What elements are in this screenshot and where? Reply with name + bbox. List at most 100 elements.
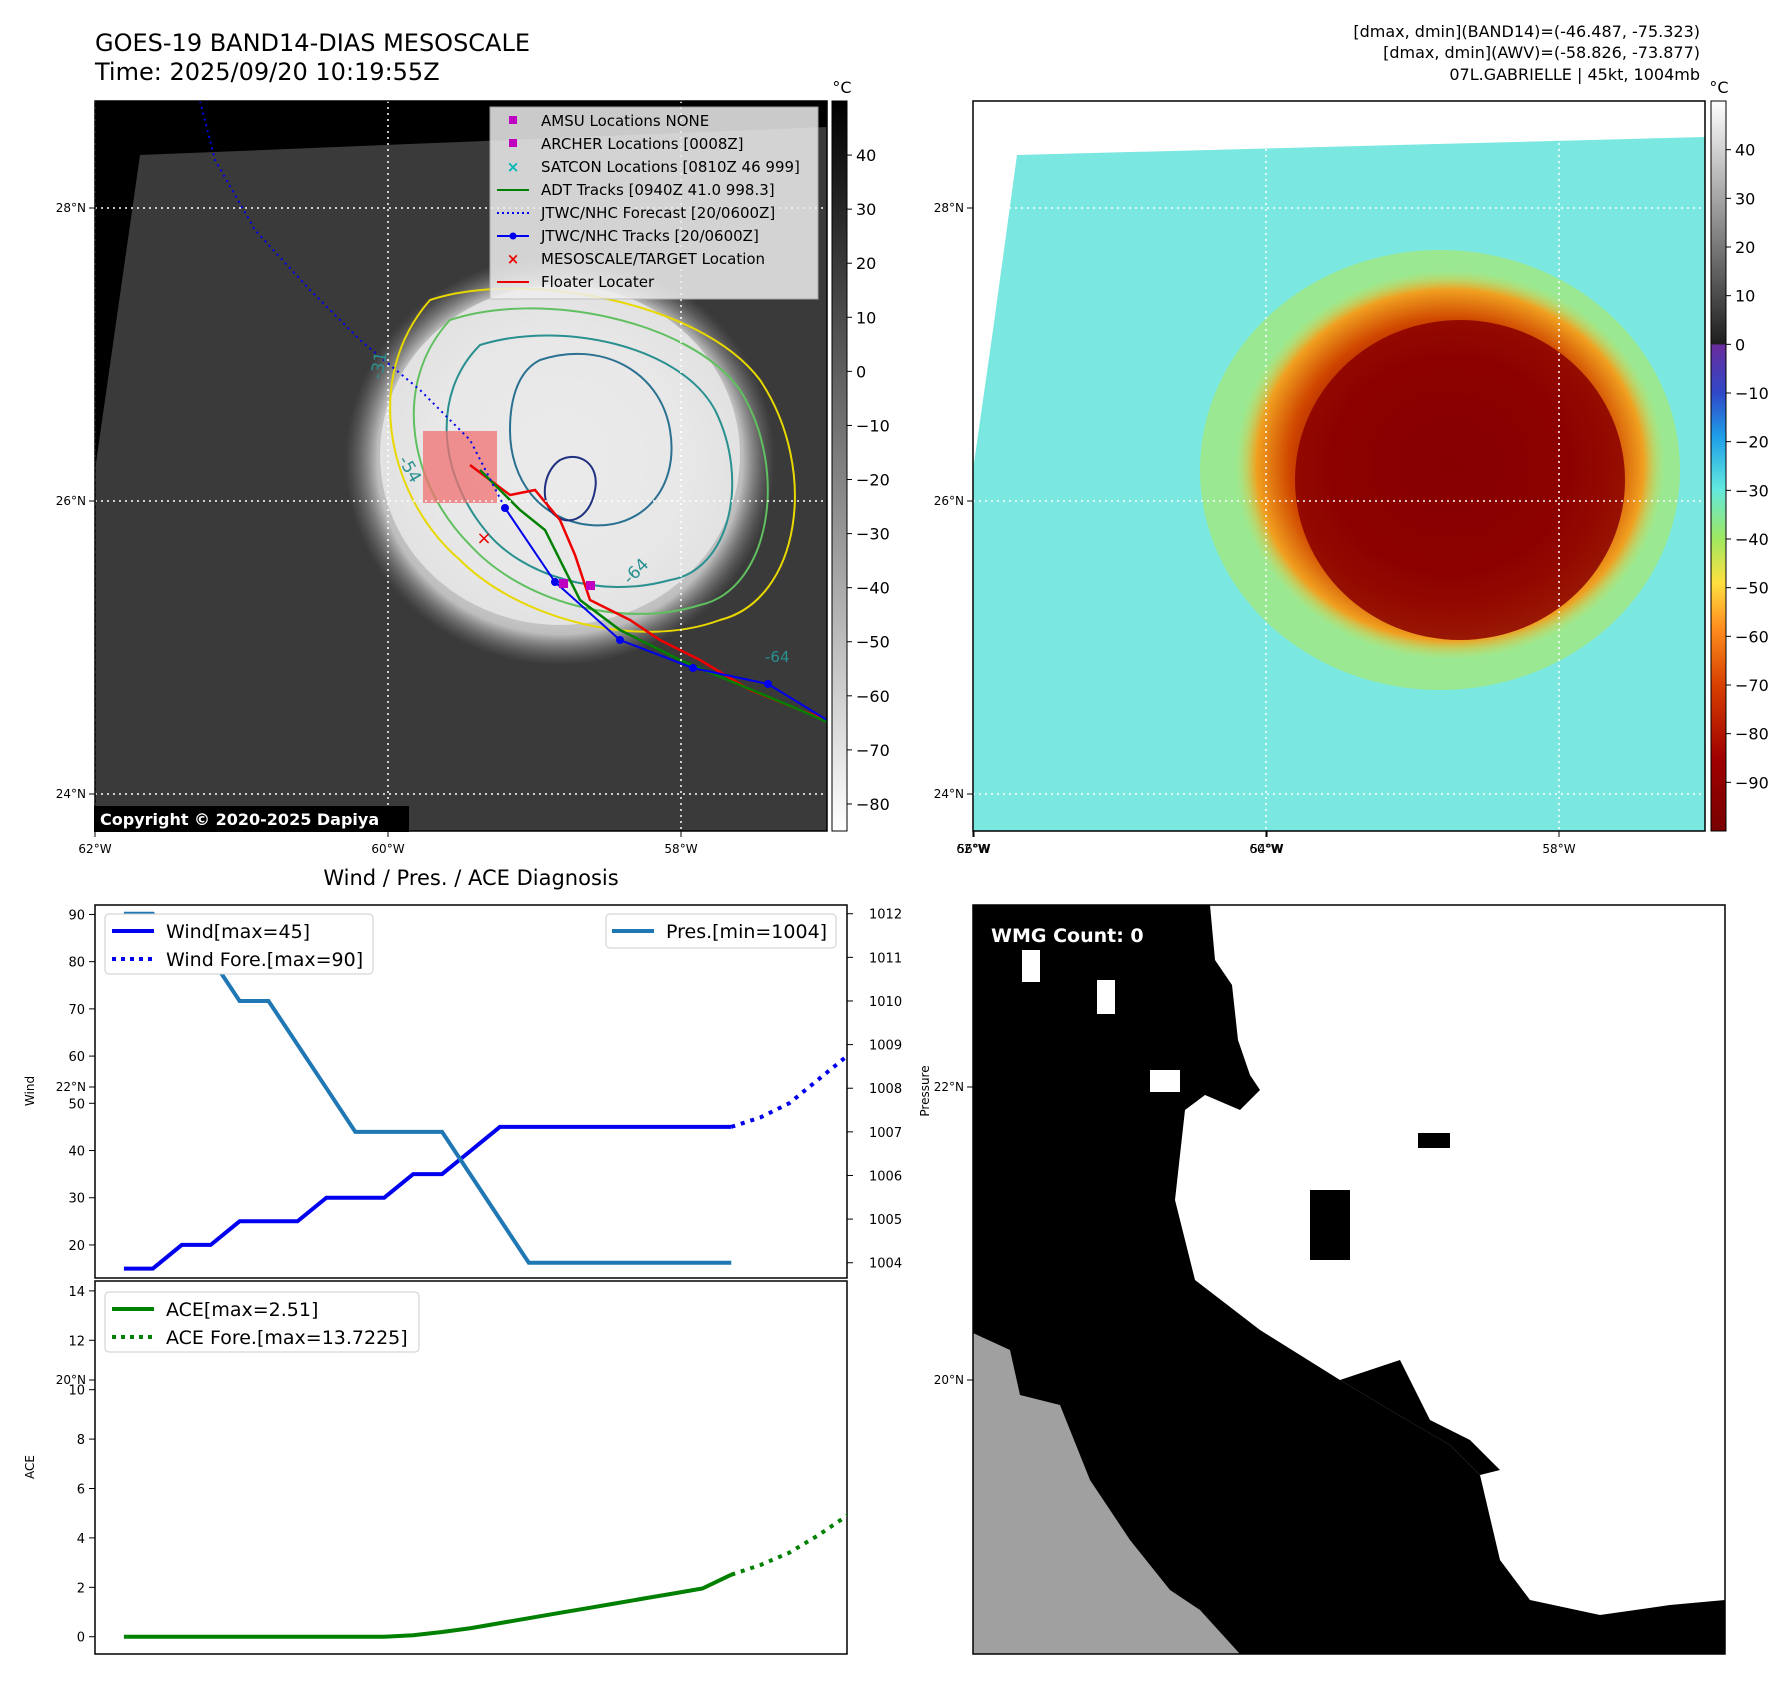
diagnosis-title: Wind / Pres. / ACE Diagnosis — [323, 866, 618, 890]
ir-storm-core — [380, 285, 740, 625]
ace-legend: ACE[max=2.51] ACE Fore.[max=13.7225] — [104, 1291, 420, 1353]
lon-tick-label: 62°W — [78, 842, 111, 856]
jtwc-track-point — [551, 578, 559, 586]
colorbar-tick-label: −40 — [856, 579, 890, 598]
wind-legend-label: Wind[max=45] — [166, 921, 310, 943]
legend-label: AMSU Locations NONE — [541, 112, 709, 130]
contour-warm — [389, 287, 796, 633]
wmg-panel: WMG Count: 0 — [972, 904, 1726, 1655]
wmg-black-band — [1340, 1360, 1500, 1475]
colorbar-tick-label: −20 — [856, 471, 890, 490]
pressure-y-tick-label: 1011 — [869, 951, 902, 966]
contour-core — [543, 455, 597, 522]
pressure-y-tick-label: 1007 — [869, 1126, 902, 1141]
copyright-box — [94, 806, 409, 832]
colorbar-tick-label: −10 — [856, 416, 890, 435]
adt-track — [479, 469, 827, 724]
lat-tick-label: 26°N — [934, 494, 964, 508]
pressure-y-tick-label: 1008 — [869, 1082, 902, 1097]
wmg-black-patch-1 — [1418, 1133, 1450, 1148]
wmg-white-patch-3 — [1150, 1070, 1180, 1092]
ace-y-tick-label: 2 — [77, 1581, 85, 1596]
colorbar-color: °C 40 30 20 10 0 −10 −20 −30 −40 −50 −60 −70 −80 −90 — [1709, 78, 1769, 832]
jtwc-track-point — [764, 680, 772, 688]
colorbar-gray-bar — [831, 100, 848, 832]
legend-symbol-x: × — [507, 250, 520, 268]
pressure-y-tick-label: 1006 — [869, 1169, 902, 1184]
color-gridlines — [973, 101, 1705, 831]
legend-label: ADT Tracks [0940Z 41.0 998.3] — [541, 181, 775, 199]
wind-y-tick-label: 20 — [68, 1239, 85, 1254]
wind-y-tick-label: 50 — [68, 1097, 85, 1112]
lon-tick-label: 62°W — [956, 842, 989, 856]
colorbar-tick-label: 0 — [1735, 335, 1745, 354]
wind-y-tick-label: 40 — [68, 1145, 85, 1160]
wmg-gray-region — [973, 1333, 1240, 1654]
legend-label: Floater Locater — [541, 273, 655, 291]
ace-legend-label: ACE[max=2.51] — [166, 1299, 318, 1321]
ace-y-tick-label: 10 — [68, 1384, 85, 1399]
colorbar-gray: °C 40 30 20 10 0 −10 −20 −30 −40 −50 −60 −70 −80 — [831, 78, 890, 832]
lat-tick-label: 20°N — [56, 1373, 86, 1387]
legend-symbol-dot — [509, 232, 517, 240]
legend-label: ARCHER Locations [0008Z] — [541, 135, 744, 153]
colorbar-tick-label: 20 — [856, 254, 876, 273]
contour-label-64b: -64 — [765, 648, 790, 666]
info-line-3: 07L.GABRIELLE | 45kt, 1004mb — [1449, 65, 1700, 84]
series-wind-max-line — [123, 1124, 732, 1271]
ace-legend-box — [104, 1291, 420, 1353]
wmg-black-patch-2 — [1310, 1190, 1350, 1260]
pressure-ylabel: Pressure — [918, 1065, 932, 1116]
archer-marker-2 — [586, 581, 595, 590]
wmg-count-label: WMG Count: 0 — [991, 925, 1144, 947]
colorbar-tick-label: −70 — [856, 741, 890, 760]
colorbar-tick-label: −40 — [1735, 530, 1769, 549]
lat-tick-label: 22°N — [934, 1080, 964, 1094]
color-frame — [972, 100, 1706, 832]
wmg-black-region — [973, 905, 1725, 1654]
mesoscale-target-marker: × — [476, 528, 491, 549]
legend-label: SATCON Locations [0810Z 46 999] — [541, 158, 800, 176]
wmg-white-patch-2 — [1097, 980, 1115, 1014]
wind-y-tick-label: 90 — [68, 908, 85, 923]
legend-symbol-square — [509, 116, 517, 124]
pressure-y-tick-label: 1010 — [869, 995, 902, 1010]
figure-time: Time: 2025/09/20 10:19:55Z — [94, 58, 440, 86]
info-line-1: [dmax, dmin](BAND14)=(-46.487, -75.323) — [1353, 22, 1700, 41]
ace-fore-legend-label: ACE Fore.[max=13.7225] — [166, 1327, 408, 1349]
jtwc-track-point — [501, 504, 509, 512]
colorbar-tick-label: 40 — [1735, 141, 1755, 160]
wind-y-tick-label: 60 — [68, 1050, 85, 1065]
lat-tick-label: 22°N — [56, 1080, 86, 1094]
lat-tick-label: 26°N — [56, 494, 86, 508]
lon-tick-label: 58°W — [664, 842, 697, 856]
lon-tick-label: 60°W — [1249, 842, 1282, 856]
colorbar-tick-label: 0 — [856, 362, 866, 381]
color-enhanced-panel: 62°W 60°W 58°W 56°W 54°W 28°N 26°N 24°N 22°N 20°N — [934, 100, 1706, 1387]
wind-legend-box — [104, 913, 374, 975]
jtwc-track — [504, 507, 827, 721]
figure-title: GOES-19 BAND14-DIAS MESOSCALE — [95, 29, 530, 57]
colorbar-tick-label: 40 — [856, 146, 876, 165]
colorbar-tick-label: 10 — [856, 308, 876, 327]
ace-chart: 14 12 10 8 6 4 2 0 ACE ACE[max=2.51] ACE Fore.[… — [23, 1280, 848, 1655]
lat-tick-label: 24°N — [934, 787, 964, 801]
contour-64 — [508, 352, 673, 527]
colorbar-tick-label: −70 — [1735, 676, 1769, 695]
lat-tick-label: 20°N — [934, 1373, 964, 1387]
archer-marker-1 — [559, 579, 568, 588]
colorbar-tick-label: −50 — [856, 633, 890, 652]
ace-y-tick-label: 4 — [77, 1532, 85, 1547]
jtwc-forecast-track — [199, 101, 506, 509]
ace-y-tick-label: 6 — [77, 1482, 85, 1497]
pressure-legend-box — [605, 913, 837, 949]
pressure-y-tick-label: 1009 — [869, 1039, 902, 1054]
jtwc-track-point — [616, 636, 624, 644]
colorbar-tick-label: −60 — [1735, 627, 1769, 646]
colorbar-tick-label: −10 — [1735, 384, 1769, 403]
colorbar-tick-label: −50 — [1735, 579, 1769, 598]
legend-label: JTWC/NHC Forecast [20/0600Z] — [540, 204, 775, 222]
colorbar-color-unit: °C — [1709, 78, 1728, 97]
series-pres-min-line — [123, 911, 732, 1265]
